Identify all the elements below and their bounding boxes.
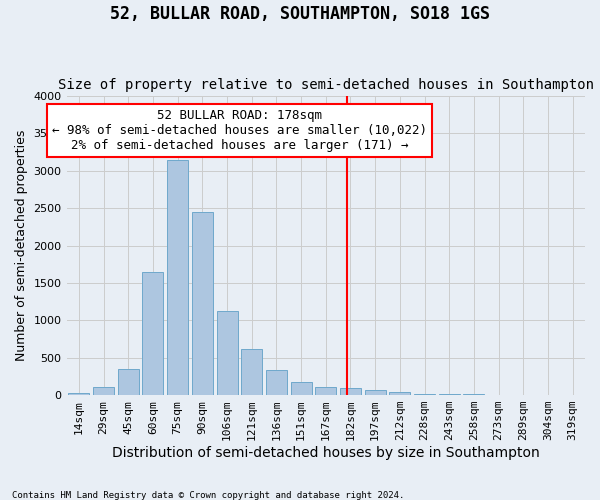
Bar (290, 382, 311, 395)
Text: 52, BULLAR ROAD, SOUTHAMPTON, SO18 1GS: 52, BULLAR ROAD, SOUTHAMPTON, SO18 1GS (110, 5, 490, 23)
Text: Contains HM Land Registry data © Crown copyright and database right 2024.: Contains HM Land Registry data © Crown c… (12, 490, 404, 500)
Bar (118, 369, 139, 395)
Bar (167, 160, 188, 395)
Bar (266, 370, 287, 395)
Bar (93, 387, 114, 395)
Title: Size of property relative to semi-detached houses in Southampton: Size of property relative to semi-detach… (58, 78, 594, 92)
Bar (463, 394, 484, 395)
Bar (340, 388, 361, 395)
X-axis label: Distribution of semi-detached houses by size in Southampton: Distribution of semi-detached houses by … (112, 446, 539, 460)
Bar (192, 212, 213, 395)
Bar (365, 390, 386, 395)
Bar (68, 393, 89, 395)
Bar (315, 387, 336, 395)
Bar (217, 310, 238, 395)
Y-axis label: Number of semi-detached properties: Number of semi-detached properties (15, 130, 28, 361)
Bar (414, 394, 435, 395)
Bar (142, 272, 163, 395)
Bar (439, 394, 460, 395)
Bar (389, 392, 410, 395)
Text: 52 BULLAR ROAD: 178sqm
← 98% of semi-detached houses are smaller (10,022)
2% of : 52 BULLAR ROAD: 178sqm ← 98% of semi-det… (52, 110, 427, 152)
Bar (241, 348, 262, 395)
